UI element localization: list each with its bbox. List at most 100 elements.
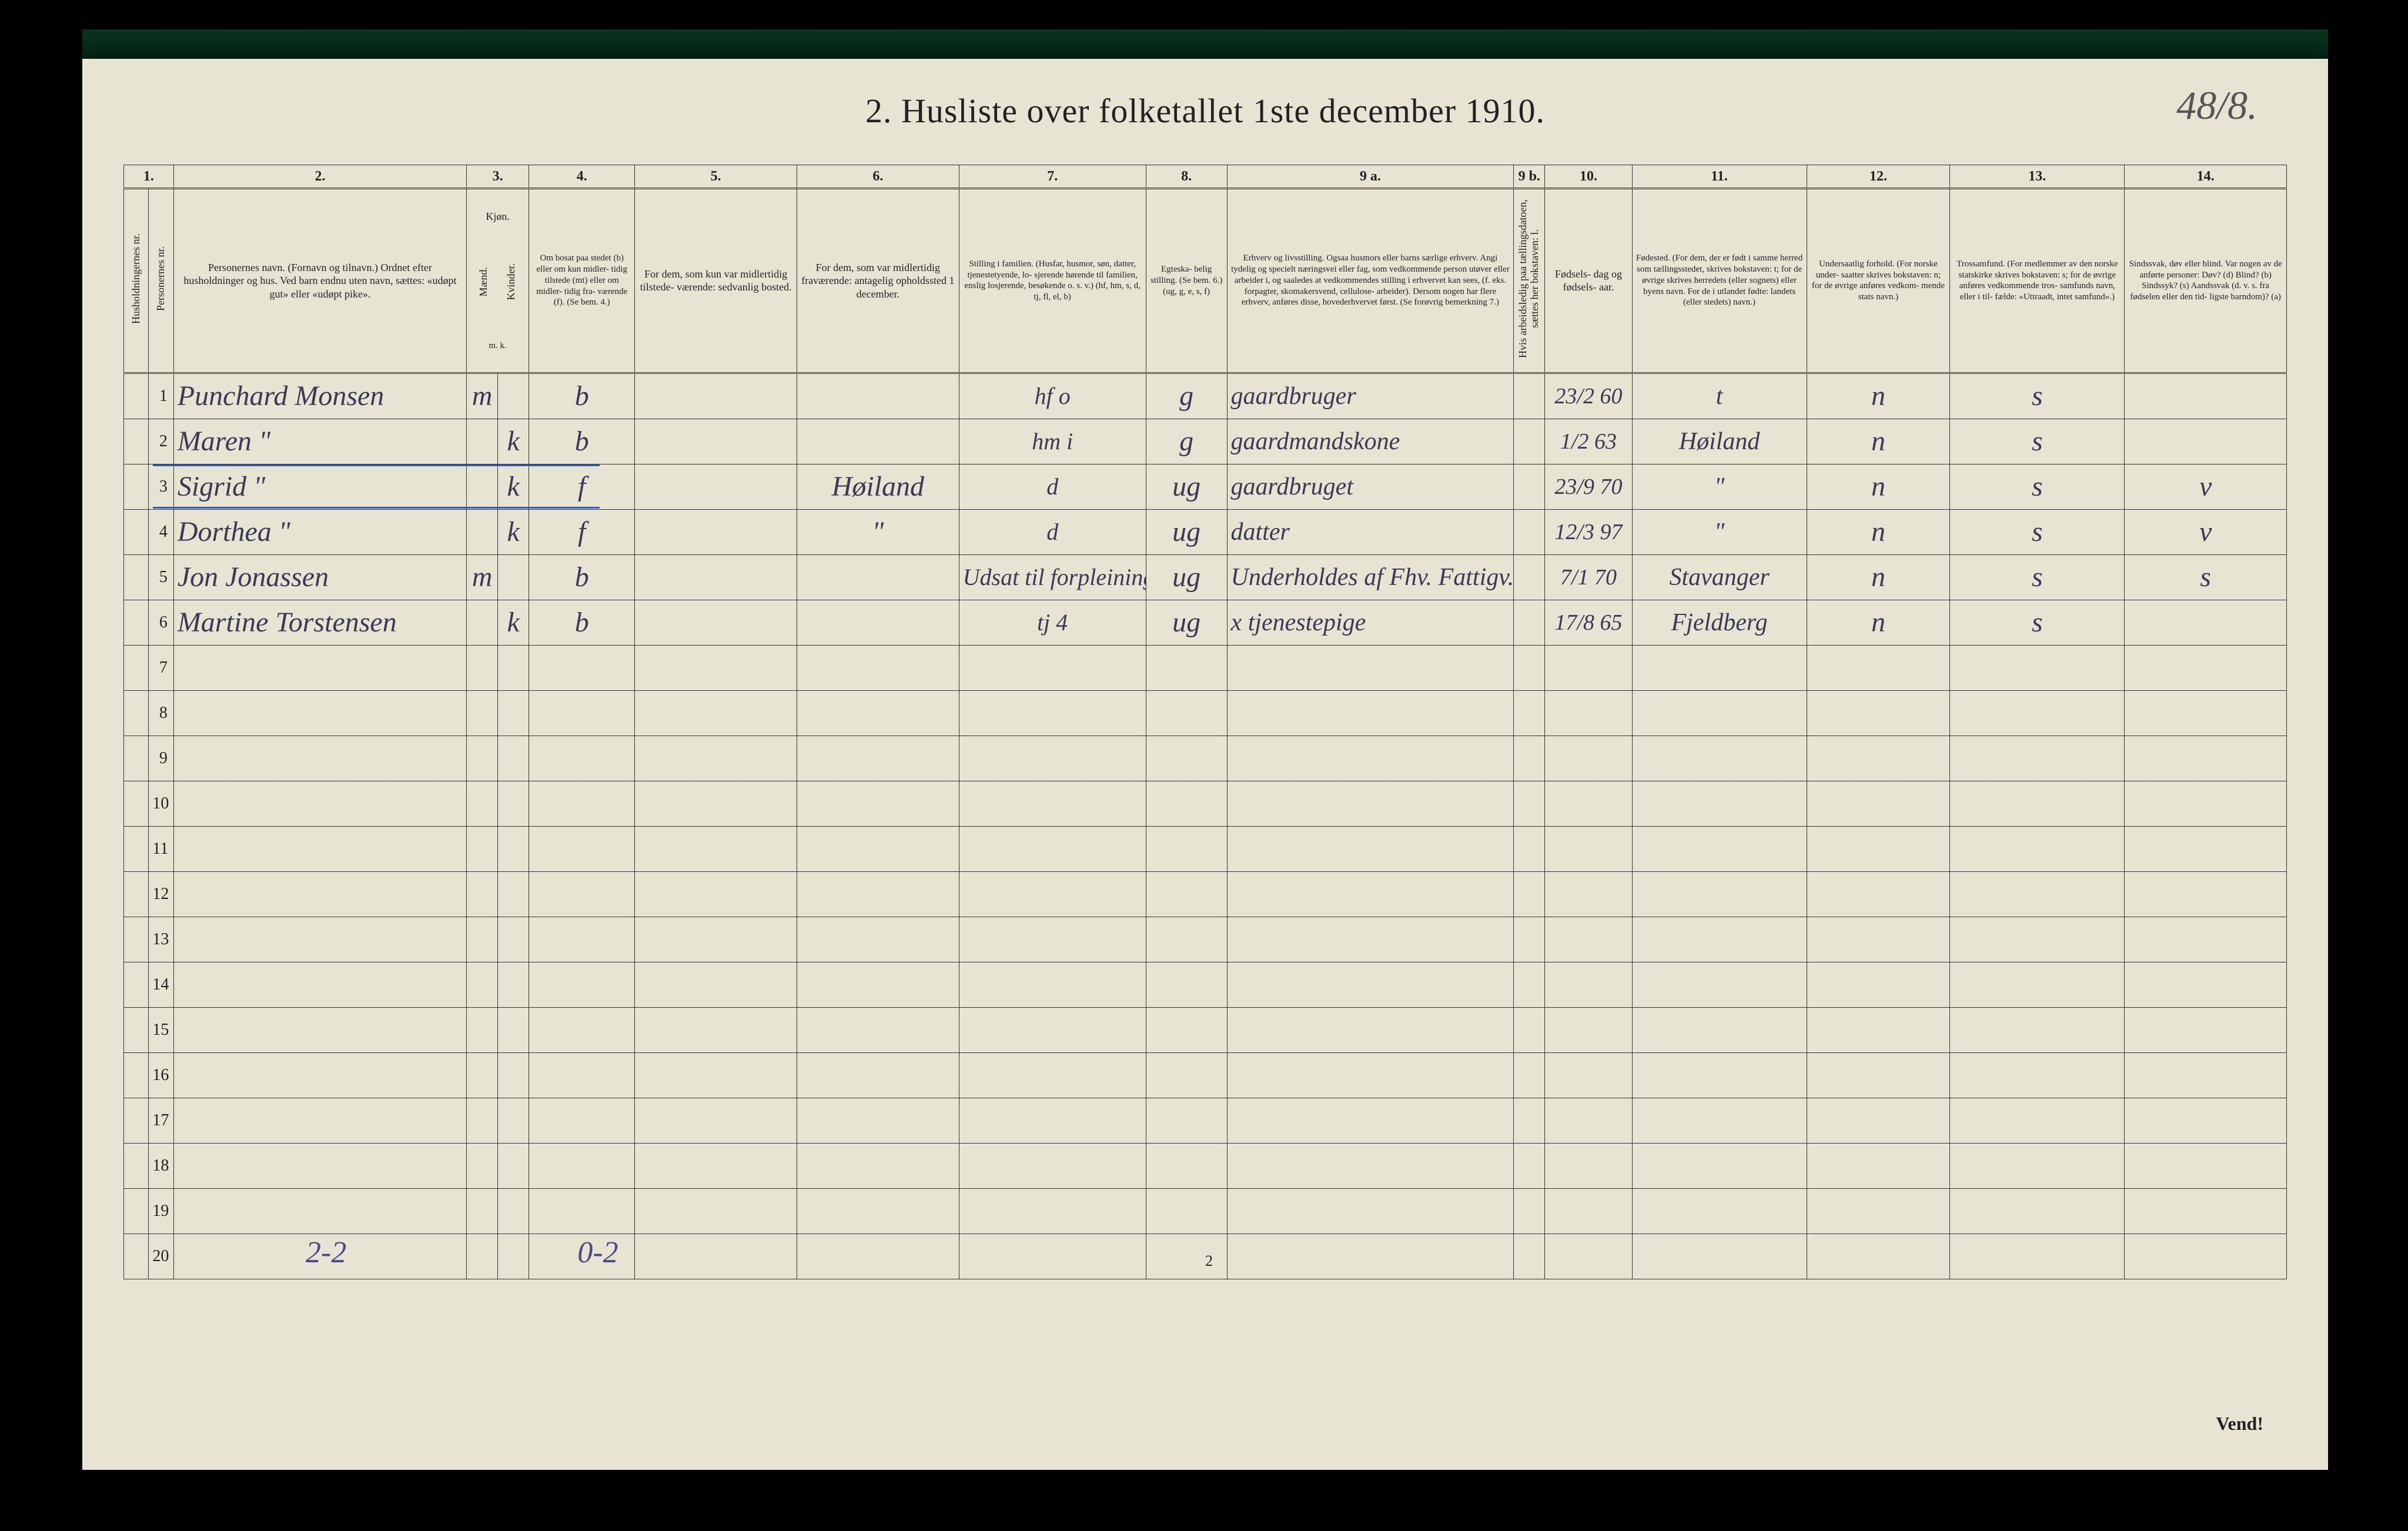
cell-6: Høiland [797,464,959,509]
cell-12: n [1807,509,1950,554]
colnum-13: 13. [1950,165,2125,189]
cell-10: 23/9 70 [1545,464,1632,509]
page-title: 2. Husliste over folketallet 1ste decemb… [82,91,2328,131]
empty-cell [1950,690,2125,736]
cell-sex-m [467,464,498,509]
empty-cell [467,1143,498,1188]
empty-cell [173,736,466,781]
empty-cell [498,690,529,736]
cell-name: Punchard Monsen [173,373,466,419]
empty-cell [1545,781,1632,826]
empty-cell [498,962,529,1007]
empty-cell [173,962,466,1007]
footnote-pencil: 2-2 0-2 [306,1235,842,1270]
empty-cell [635,962,797,1007]
cell-11: Stavanger [1632,554,1807,600]
empty-cell [635,736,797,781]
empty-cell [467,781,498,826]
person-nr: 1 [149,373,173,419]
empty-cell [467,1098,498,1143]
cell-8: g [1146,373,1227,419]
empty-cell [1545,917,1632,962]
empty-cell [1807,690,1950,736]
empty-cell [797,1052,959,1098]
empty-cell [173,781,466,826]
empty-cell [498,826,529,871]
empty-cell [1146,736,1227,781]
empty-cell [1514,736,1545,781]
cell-8: ug [1146,509,1227,554]
empty-cell [959,1052,1146,1098]
cell-bosat: b [529,373,635,419]
person-nr: 3 [149,464,173,509]
empty-cell [1514,1143,1545,1188]
hdr-egteskab: Egteska- belig stilling. (Se bem. 6.) (u… [1146,189,1227,373]
cell-10: 7/1 70 [1545,554,1632,600]
empty-cell [498,871,529,917]
person-nr: 5 [149,554,173,600]
empty-cell [1146,1188,1227,1234]
empty-cell [529,871,635,917]
empty-cell [173,1052,466,1098]
empty-cell [1227,1234,1514,1279]
hdr-bosat: Om bosat paa stedet (b) eller om kun mid… [529,189,635,373]
empty-cell [1632,917,1807,962]
empty-cell [1807,1098,1950,1143]
empty-cell [635,1143,797,1188]
person-nr: 2 [149,419,173,464]
cell-name: Martine Torstensen [173,600,466,645]
person-nr: 11 [149,826,173,871]
empty-cell [635,826,797,871]
empty-cell [1514,826,1545,871]
empty-cell [1514,690,1545,736]
cell-13: s [1950,509,2125,554]
empty-cell [635,1188,797,1234]
empty-cell [959,781,1146,826]
empty-cell [498,917,529,962]
hdr-erhverv: Erhverv og livsstilling. Ogsaa husmors e… [1227,189,1514,373]
cell-bosat: f [529,509,635,554]
empty-cell [1950,1052,2125,1098]
colnum-11: 11. [1632,165,1807,189]
cell-8: ug [1146,554,1227,600]
empty-cell [1227,1143,1514,1188]
empty-cell [1545,826,1632,871]
cell-10: 17/8 65 [1545,600,1632,645]
empty-cell [1514,1052,1545,1098]
empty-cell [959,1098,1146,1143]
vend-label: Vend! [2216,1413,2263,1435]
household-nr [124,1098,149,1143]
page-number-bottom: 2 [1205,1252,1213,1270]
empty-cell [1950,781,2125,826]
empty-cell [635,1052,797,1098]
empty-cell [1950,736,2125,781]
colnum-14: 14. [2125,165,2287,189]
person-nr: 20 [149,1234,173,1279]
empty-cell [1514,645,1545,690]
cell-12: n [1807,600,1950,645]
cell-12: n [1807,419,1950,464]
empty-cell [1227,1007,1514,1052]
cell-6 [797,554,959,600]
empty-cell [529,690,635,736]
cell-14: v [2125,509,2287,554]
empty-cell [1807,871,1950,917]
colnum-7: 7. [959,165,1146,189]
empty-cell [1950,1234,2125,1279]
blue-underline-2 [153,507,600,509]
cell-10: 1/2 63 [1545,419,1632,464]
colnum-2: 2. [173,165,466,189]
hdr-midlertidig-tilstede: For dem, som kun var midlertidig tilsted… [635,189,797,373]
empty-cell [2125,1052,2287,1098]
household-nr [124,600,149,645]
household-nr [124,1188,149,1234]
cell-9a: datter [1227,509,1514,554]
empty-cell [1227,917,1514,962]
cell-6 [797,600,959,645]
empty-cell [1950,645,2125,690]
cell-sex-m: m [467,554,498,600]
empty-cell [959,1188,1146,1234]
empty-cell [1146,1007,1227,1052]
empty-cell [498,1007,529,1052]
table-row: 6Martine Torstensenkbtj 4ugx tjenestepig… [124,600,2287,645]
